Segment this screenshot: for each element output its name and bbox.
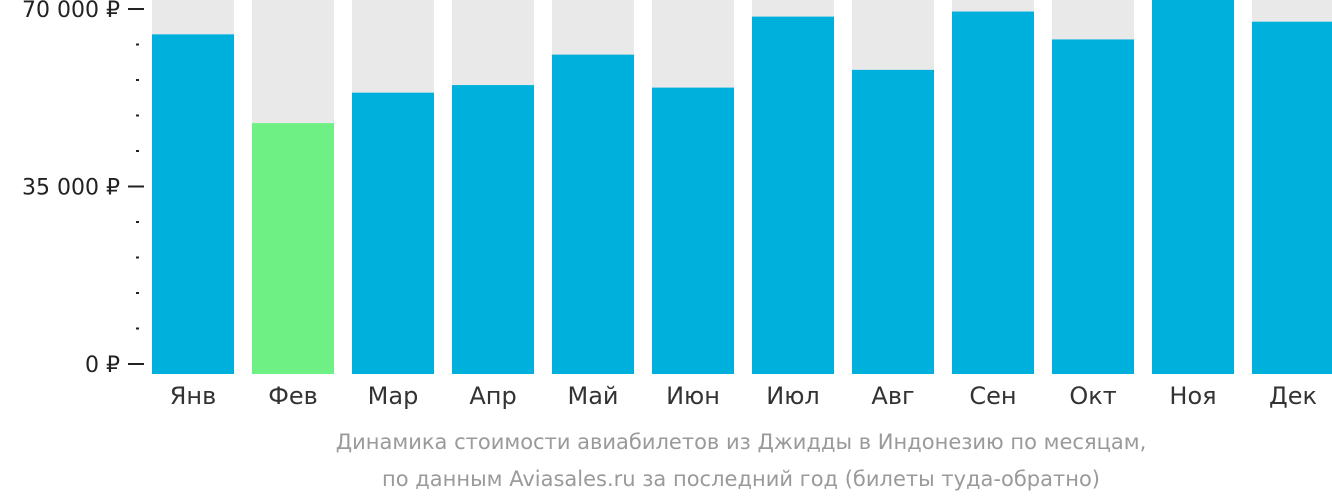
bar-1 [152, 34, 234, 374]
bar-5 [552, 54, 634, 375]
x-tick-label: Сен [969, 382, 1016, 410]
x-tick-label: Фев [268, 382, 318, 410]
bar-chart: 0 ₽ 35 000 ₽ 70 000 ₽ Янв Фев Мар Апр Май Июн Ию… [22, 0, 1332, 410]
bar-2 [252, 123, 334, 374]
bar-3 [352, 92, 434, 374]
chart-caption-line-2: по данным Aviasales.ru за последний год … [382, 467, 1100, 491]
bar-12 [1252, 21, 1332, 375]
x-tick-label: Ноя [1169, 382, 1216, 410]
x-tick-label: Мар [368, 382, 419, 410]
y-tick-label: 35 000 ₽ [22, 176, 120, 201]
bar-10 [1052, 39, 1134, 375]
y-axis: 0 ₽ 35 000 ₽ 70 000 ₽ [22, 0, 144, 378]
y-tick-label: 70 000 ₽ [22, 0, 120, 23]
bar-7 [752, 16, 834, 374]
bar-6 [652, 87, 734, 374]
x-tick-label: Июн [666, 382, 720, 410]
bar-9 [952, 11, 1034, 375]
bar-11 [1152, 0, 1234, 374]
x-tick-label: Окт [1069, 382, 1116, 410]
data-bars [152, 0, 1332, 375]
x-tick-label: Авг [871, 382, 914, 410]
x-tick-label: Май [567, 382, 618, 410]
y-tick-label: 0 ₽ [85, 353, 120, 378]
bar-8 [852, 69, 934, 374]
x-tick-label: Апр [469, 382, 516, 410]
chart-caption-line-1: Динамика стоимости авиабилетов из Джидды… [335, 430, 1147, 454]
x-tick-label: Июл [766, 382, 820, 410]
x-tick-label: Дек [1269, 382, 1317, 410]
x-axis-labels: Янв Фев Мар Апр Май Июн Июл Авг Сен Окт Ноя Дек [170, 382, 1317, 410]
bar-4 [452, 85, 534, 375]
x-tick-label: Янв [170, 382, 217, 410]
